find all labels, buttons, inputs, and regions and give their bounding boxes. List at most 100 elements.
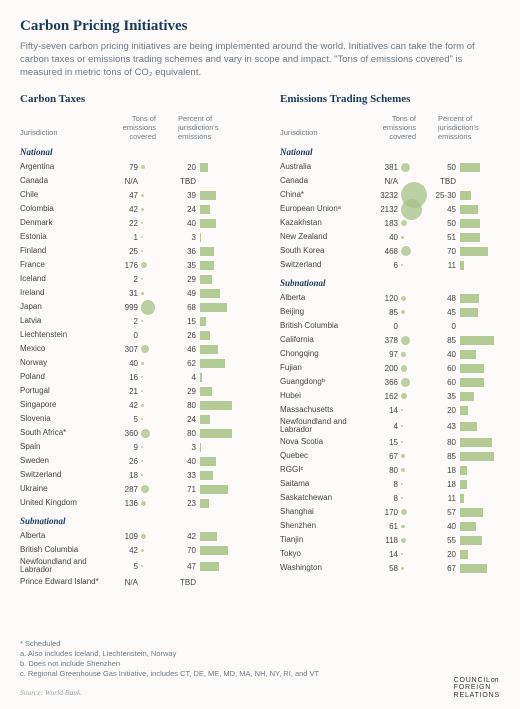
tons-cell: 381 [360, 163, 434, 172]
bubble-icon [401, 378, 410, 387]
bar-icon [200, 205, 210, 214]
jurisdiction-cell: Prince Edward Island* [20, 578, 100, 586]
tons-cell: 31 [100, 289, 174, 298]
bar-icon [460, 480, 467, 489]
percent-cell: 20 [174, 163, 244, 172]
bar-icon [200, 499, 209, 508]
percent-cell: 50 [434, 219, 504, 228]
tons-value: 67 [372, 452, 398, 461]
jurisdiction-cell: European Unionᵃ [280, 205, 360, 213]
percent-value: 33 [174, 471, 200, 480]
jurisdiction-cell: Saitama [280, 480, 360, 488]
percent-cell: 85 [434, 452, 504, 461]
tons-value: 0 [112, 331, 138, 340]
table-row: Nova Scotia 15 80 [280, 435, 504, 449]
bar-icon [460, 422, 477, 431]
bubble-icon [141, 460, 143, 462]
bubble-icon [401, 296, 406, 301]
bar-icon [460, 522, 476, 531]
table-row: Sweden 26 40 [20, 454, 244, 468]
jurisdiction-cell: Australia [280, 163, 360, 171]
percent-value: 48 [434, 294, 460, 303]
percent-value: 29 [174, 275, 200, 284]
bubble-icon [141, 446, 143, 448]
percent-value: 85 [434, 336, 460, 345]
jurisdiction-cell: France [20, 261, 100, 269]
tons-cell: 5 [100, 562, 174, 571]
footnote-line: b. Does not include Shenzhen [20, 659, 500, 669]
bar-icon [200, 485, 228, 494]
bar-icon [200, 163, 208, 172]
tons-cell: 366 [360, 378, 434, 387]
tons-value: 42 [112, 205, 138, 214]
jurisdiction-cell: Nova Scotia [280, 438, 360, 446]
tons-cell: 8 [360, 494, 434, 503]
percent-cell: 24 [174, 205, 244, 214]
table-row: Shanghai 170 57 [280, 505, 504, 519]
bar-icon [460, 378, 484, 387]
jurisdiction-cell: Ukraine [20, 485, 100, 493]
tons-value: 14 [372, 550, 398, 559]
percent-value: 60 [434, 364, 460, 373]
percent-value: 20 [174, 163, 200, 172]
percent-cell: 48 [434, 294, 504, 303]
percent-value: 24 [174, 205, 200, 214]
tons-cell: 0 [360, 322, 434, 331]
jurisdiction-cell: Saskatchewan [280, 494, 360, 502]
percent-cell: 45 [434, 205, 504, 214]
percent-value: 51 [434, 233, 460, 242]
table-row: Iceland 2 29 [20, 272, 244, 286]
percent-value: 40 [174, 219, 200, 228]
tons-value: 0 [372, 322, 398, 331]
jurisdiction-cell: United Kingdom [20, 499, 100, 507]
tons-cell: 22 [100, 219, 174, 228]
jurisdiction-cell: RGGIᶜ [280, 466, 360, 474]
tons-cell: 14 [360, 550, 434, 559]
percent-cell: 11 [434, 494, 504, 503]
bubble-icon [401, 352, 406, 357]
bar-icon [460, 508, 483, 517]
percent-value: 11 [434, 494, 460, 503]
jurisdiction-cell: New Zealand [280, 233, 360, 241]
tons-cell: 2 [100, 317, 174, 326]
percent-cell: 70 [434, 247, 504, 256]
jurisdiction-cell: Chile [20, 191, 100, 199]
bubble-icon [401, 538, 406, 543]
tons-value: 5 [112, 562, 138, 571]
jurisdiction-cell: Japan [20, 303, 100, 311]
percent-value: 35 [434, 392, 460, 401]
table-row: California 378 85 [280, 333, 504, 347]
jurisdiction-cell: South Africa* [20, 429, 100, 437]
table-row: Quebec 67 85 [280, 449, 504, 463]
percent-value: TBD [174, 177, 200, 186]
percent-value: 11 [434, 261, 460, 270]
jurisdiction-cell: Tianjin [280, 536, 360, 544]
bubble-icon [401, 310, 405, 314]
bar-icon [200, 415, 210, 424]
footnote-line: * Scheduled [20, 639, 500, 649]
percent-cell: 39 [174, 191, 244, 200]
tons-cell: 307 [100, 345, 174, 354]
bubble-icon [401, 393, 407, 399]
percent-cell: 25-30 [434, 191, 504, 200]
footnotes: * Scheduleda. Also includes Iceland, Lie… [20, 639, 500, 680]
bubble-icon [141, 501, 146, 506]
jurisdiction-cell: Colombia [20, 205, 100, 213]
tons-value: 40 [112, 359, 138, 368]
bar-icon [200, 331, 210, 340]
bubble-icon [401, 525, 405, 529]
percent-cell: 80 [434, 438, 504, 447]
jurisdiction-cell: Finland [20, 247, 100, 255]
table-row: British Columbia 0 0 [280, 319, 504, 333]
percent-cell: 23 [174, 499, 244, 508]
tons-cell: 8 [360, 480, 434, 489]
jurisdiction-cell: Newfoundland and Labrador [280, 418, 360, 435]
bubble-icon [401, 497, 403, 499]
bubble-icon [141, 194, 144, 197]
bubble-icon [401, 454, 405, 458]
tons-value: 360 [112, 429, 138, 438]
percent-cell: 40 [174, 219, 244, 228]
tons-cell: 287 [100, 485, 174, 494]
table-row: Switzerland 18 33 [20, 468, 244, 482]
table-row: Newfoundland and Labrador 5 47 [20, 557, 244, 575]
